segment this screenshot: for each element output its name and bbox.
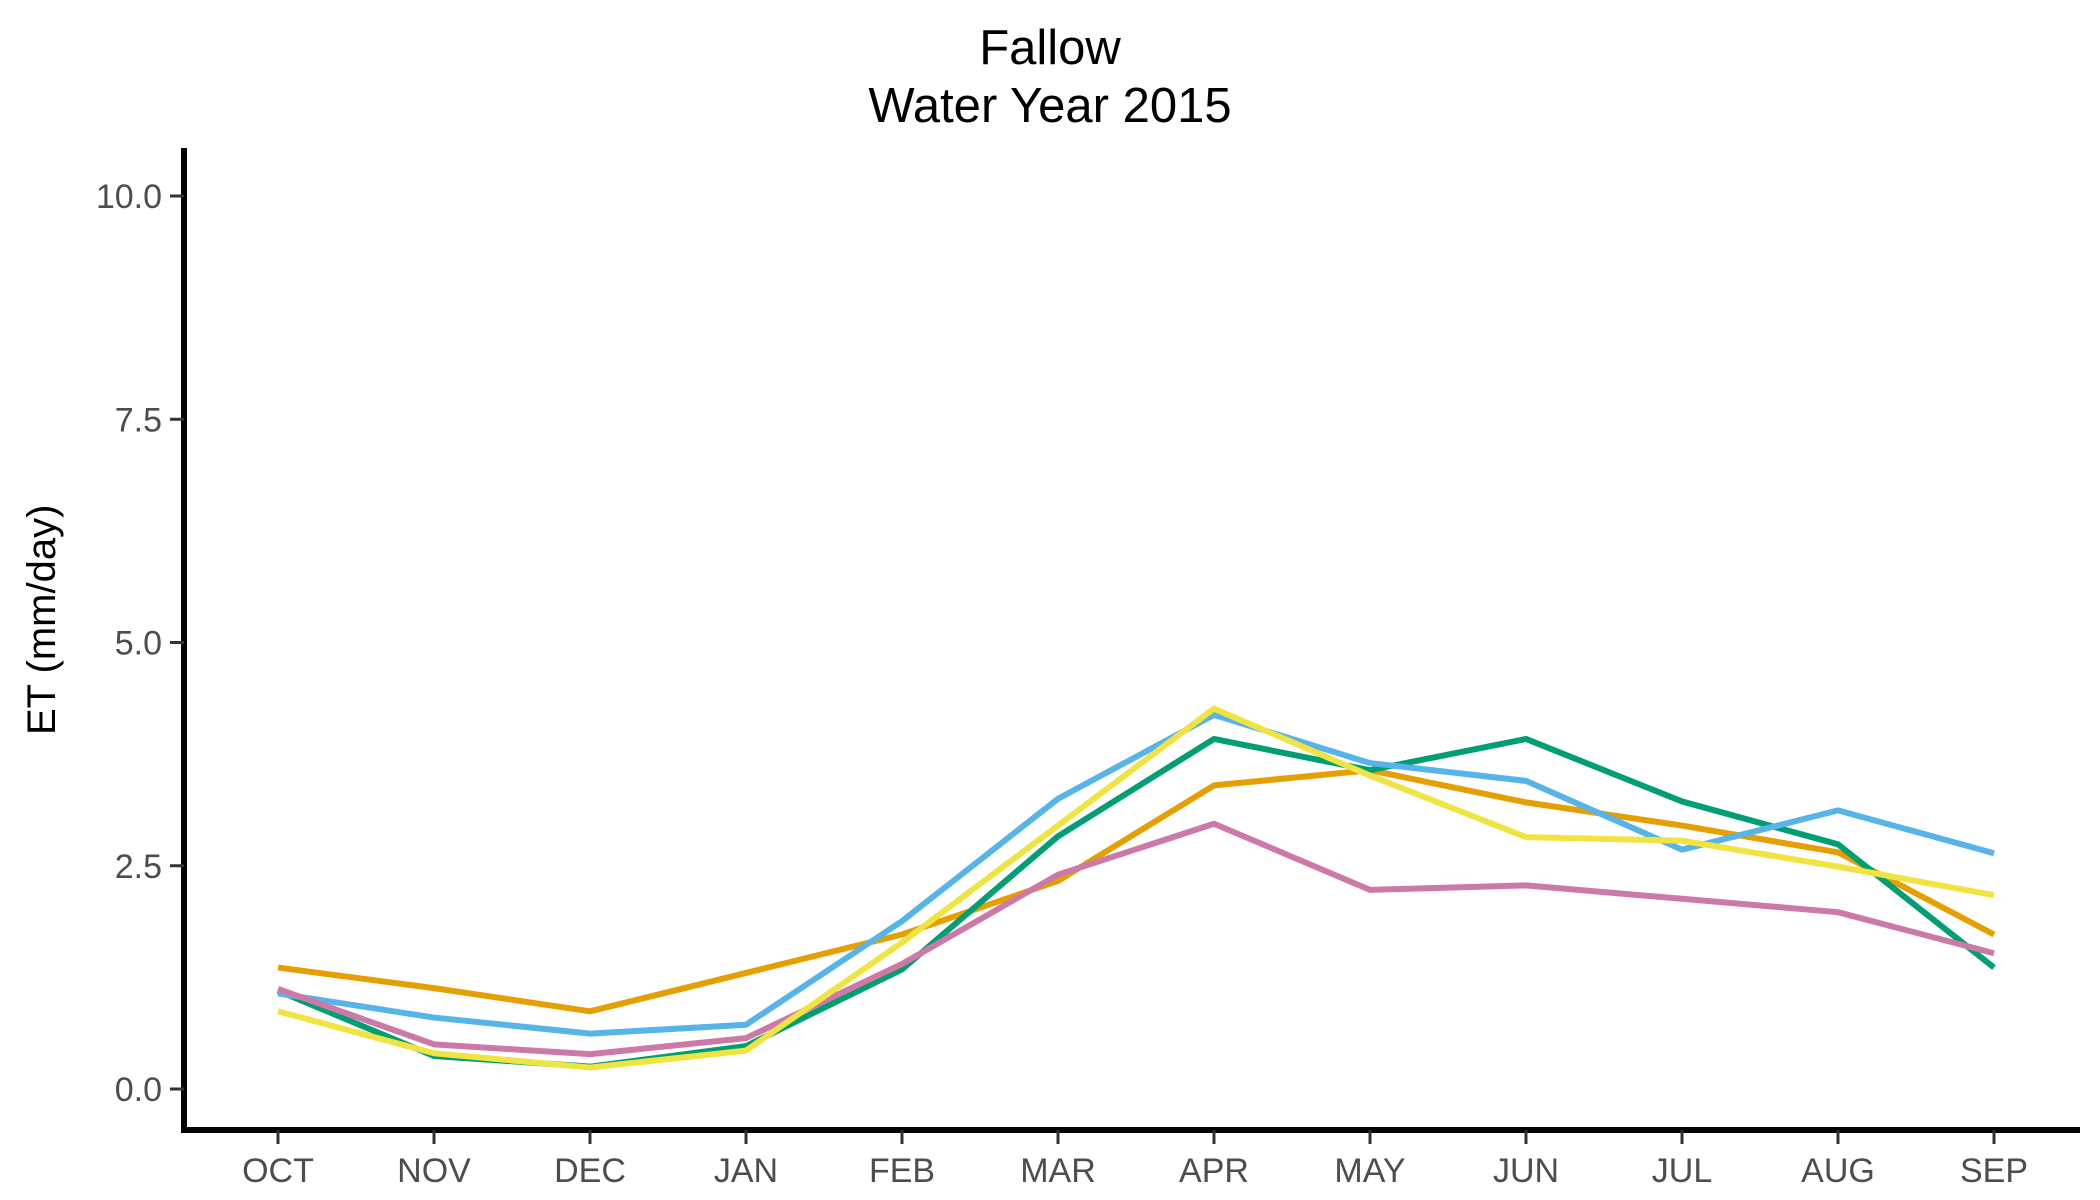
series-line	[277, 767, 1996, 1015]
x-tick-label: APR	[1179, 1152, 1249, 1190]
x-tick-label: MAY	[1334, 1152, 1405, 1190]
x-tick-label: NOV	[397, 1152, 471, 1190]
y-tick-label: 2.5	[115, 848, 162, 886]
x-tick-label: JUL	[1652, 1152, 1712, 1190]
x-tick-label: JUN	[1493, 1152, 1559, 1190]
series-line	[277, 711, 1995, 1037]
series-line	[276, 820, 1995, 1058]
x-tick-label: AUG	[1801, 1152, 1875, 1190]
x-tick-label: MAR	[1020, 1152, 1096, 1190]
chart-subtitle: Water Year 2015	[868, 79, 1232, 133]
y-tick-label: 5.0	[115, 625, 162, 663]
x-tick-label: JAN	[714, 1152, 778, 1190]
x-tick-label: DEC	[554, 1152, 626, 1190]
y-tick-label: 10.0	[96, 178, 162, 216]
x-tick-label: SEP	[1960, 1152, 2028, 1190]
y-tick-label: 7.5	[115, 401, 162, 439]
y-tick-label: 0.0	[115, 1071, 162, 1109]
chart-title: Fallow	[979, 21, 1121, 75]
series-line	[277, 705, 1995, 1071]
x-tick-label: OCT	[242, 1152, 314, 1190]
x-tick-label: FEB	[869, 1152, 935, 1190]
